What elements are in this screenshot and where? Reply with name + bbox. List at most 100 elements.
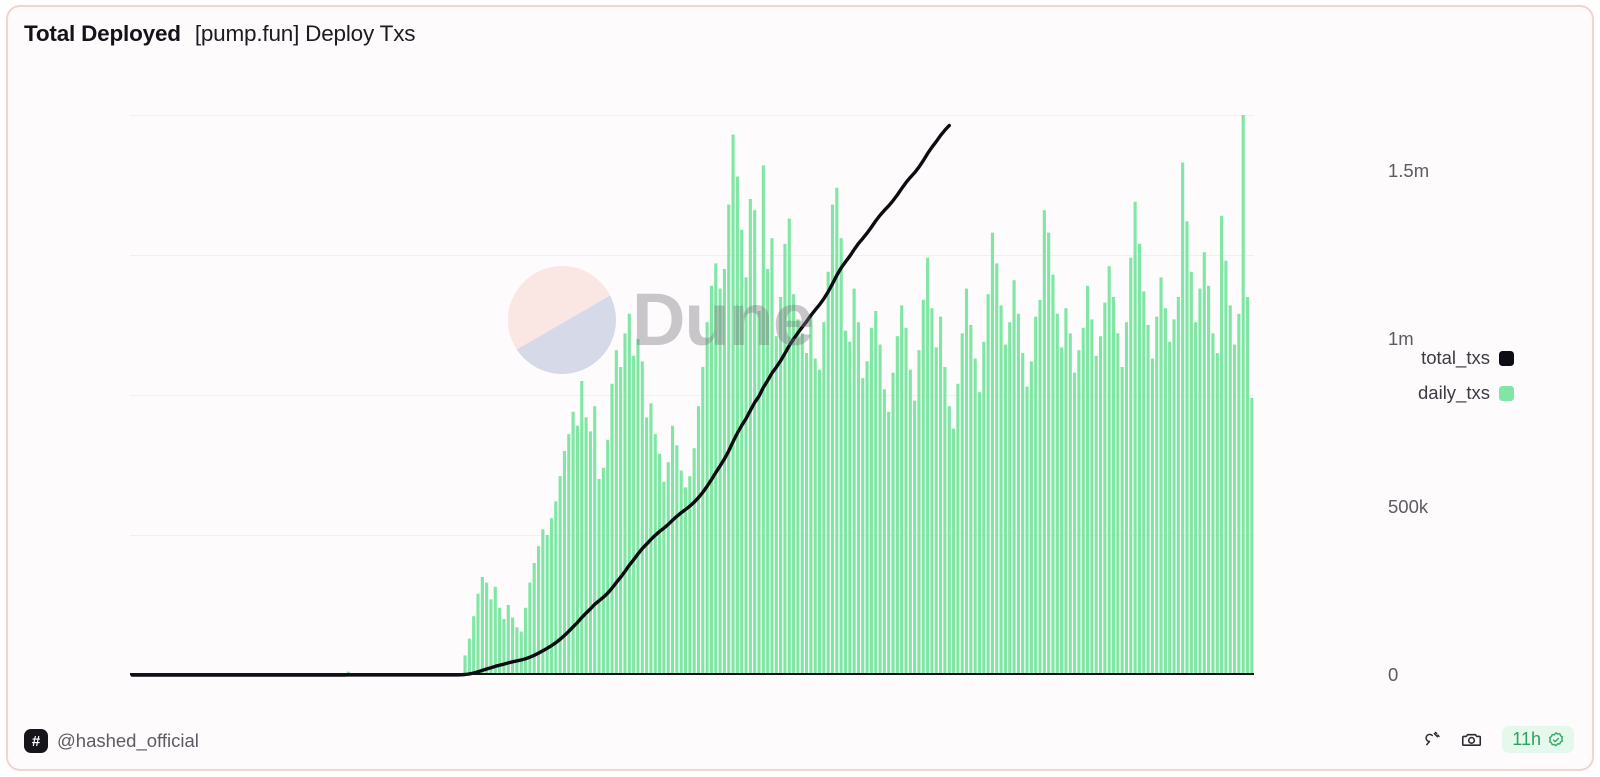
bar[interactable] — [1129, 257, 1133, 675]
bar[interactable] — [580, 381, 584, 675]
bar[interactable] — [1060, 347, 1064, 675]
bar[interactable] — [1146, 325, 1150, 675]
bar[interactable] — [1211, 333, 1215, 675]
bar[interactable] — [852, 288, 856, 675]
bar[interactable] — [640, 361, 644, 675]
bar[interactable] — [1081, 327, 1085, 675]
bar[interactable] — [653, 434, 657, 675]
bar[interactable] — [1042, 210, 1046, 675]
bar[interactable] — [666, 462, 670, 675]
bar[interactable] — [796, 319, 800, 675]
bar[interactable] — [670, 425, 675, 675]
bar[interactable] — [554, 501, 558, 675]
bar[interactable] — [541, 529, 545, 675]
bar[interactable] — [878, 344, 882, 675]
bar[interactable] — [999, 305, 1003, 675]
bar[interactable] — [1086, 285, 1090, 675]
bar[interactable] — [1047, 232, 1051, 675]
bar[interactable] — [960, 333, 964, 675]
bar[interactable] — [558, 476, 562, 675]
bar[interactable] — [891, 372, 895, 675]
bar[interactable] — [610, 383, 614, 675]
bar[interactable] — [588, 431, 592, 675]
bar[interactable] — [977, 392, 982, 675]
bar[interactable] — [865, 361, 869, 675]
bar[interactable] — [511, 617, 515, 675]
bar[interactable] — [813, 358, 817, 675]
camera-icon[interactable] — [1461, 729, 1482, 750]
plug-icon[interactable] — [1422, 730, 1441, 749]
bar[interactable] — [627, 313, 631, 675]
bar[interactable] — [1077, 350, 1081, 675]
bar[interactable] — [722, 269, 726, 675]
bar[interactable] — [921, 299, 925, 675]
bar[interactable] — [848, 341, 852, 675]
bar[interactable] — [1172, 319, 1176, 675]
bar[interactable] — [1207, 285, 1211, 675]
bar[interactable] — [839, 238, 843, 675]
bar[interactable] — [575, 425, 579, 675]
bar[interactable] — [822, 322, 826, 675]
bar[interactable] — [519, 631, 523, 675]
bar[interactable] — [1163, 308, 1167, 675]
bar[interactable] — [1142, 291, 1146, 675]
bar[interactable] — [1185, 221, 1189, 675]
bar[interactable] — [1034, 316, 1038, 675]
bar[interactable] — [619, 367, 623, 675]
bar[interactable] — [1107, 266, 1111, 675]
bar[interactable] — [675, 445, 679, 675]
bar[interactable] — [584, 417, 588, 675]
bar[interactable] — [869, 327, 873, 675]
bar[interactable] — [1111, 297, 1116, 675]
bar[interactable] — [1220, 215, 1224, 676]
bar[interactable] — [1124, 322, 1129, 675]
bar[interactable] — [485, 582, 489, 675]
bar[interactable] — [463, 655, 467, 675]
bar[interactable] — [900, 305, 904, 675]
legend-item-total_txs[interactable]: total_txs — [1418, 347, 1514, 369]
bar[interactable] — [969, 325, 973, 675]
bar[interactable] — [528, 582, 532, 675]
bar[interactable] — [545, 535, 549, 675]
bar[interactable] — [761, 165, 765, 675]
bar[interactable] — [683, 487, 688, 675]
bar[interactable] — [597, 479, 601, 675]
bar[interactable] — [1155, 316, 1159, 675]
bar[interactable] — [498, 607, 502, 675]
bar[interactable] — [571, 411, 575, 675]
bar[interactable] — [917, 350, 921, 675]
bar[interactable] — [502, 619, 506, 675]
bar[interactable] — [515, 627, 519, 675]
bar[interactable] — [995, 263, 999, 675]
bar[interactable] — [913, 400, 917, 675]
bar[interactable] — [895, 336, 899, 675]
bar[interactable] — [679, 470, 683, 675]
bar[interactable] — [735, 176, 739, 675]
bar[interactable] — [714, 263, 718, 675]
bar[interactable] — [1237, 313, 1241, 675]
bar[interactable] — [1159, 277, 1163, 675]
bar[interactable] — [874, 311, 878, 675]
bar[interactable] — [1202, 252, 1206, 675]
bar[interactable] — [830, 204, 835, 675]
bar[interactable] — [982, 341, 986, 675]
bar[interactable] — [779, 297, 783, 675]
bar[interactable] — [882, 389, 886, 675]
bar[interactable] — [692, 448, 696, 675]
bar[interactable] — [1094, 355, 1098, 675]
bar[interactable] — [740, 229, 744, 676]
bar[interactable] — [1250, 397, 1254, 675]
bar[interactable] — [947, 406, 951, 675]
bar[interactable] — [1181, 162, 1185, 676]
bar[interactable] — [1232, 344, 1237, 675]
bar[interactable] — [1245, 297, 1250, 675]
bar[interactable] — [1029, 361, 1033, 675]
bar[interactable] — [567, 434, 571, 675]
bar[interactable] — [1103, 302, 1107, 675]
bar[interactable] — [472, 616, 476, 675]
bar[interactable] — [753, 210, 757, 675]
bar[interactable] — [1189, 271, 1193, 675]
bar[interactable] — [990, 232, 995, 675]
bar[interactable] — [817, 369, 822, 675]
bar[interactable] — [623, 333, 627, 675]
